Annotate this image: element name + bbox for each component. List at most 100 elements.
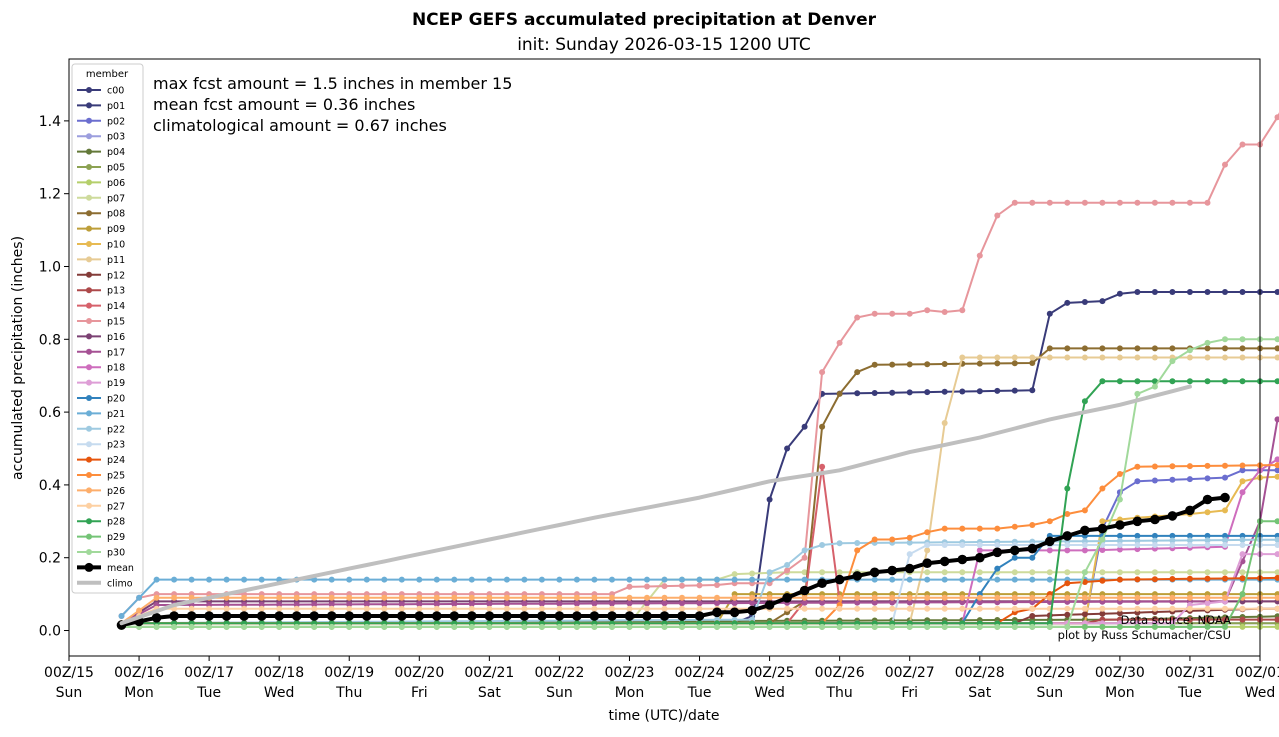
data-point [1047, 311, 1053, 317]
data-point [1205, 345, 1211, 351]
data-point [1240, 624, 1246, 630]
data-point [1222, 162, 1228, 168]
data-point [1187, 606, 1193, 612]
data-point [574, 595, 580, 601]
data-point [556, 606, 562, 612]
data-point [1134, 569, 1140, 575]
data-point [784, 568, 790, 574]
data-point [1012, 606, 1018, 612]
data-point [1134, 289, 1140, 295]
data-point [451, 606, 457, 612]
data-point [1222, 606, 1228, 612]
x-axis-label: time (UTC)/date [608, 708, 719, 724]
legend-label: p07 [107, 193, 125, 204]
data-point [765, 600, 775, 610]
data-point [241, 595, 247, 601]
data-point [399, 624, 405, 630]
data-point [1169, 289, 1175, 295]
data-point [837, 595, 843, 601]
legend-swatch-marker [86, 487, 92, 493]
legend-swatch-marker [86, 503, 92, 509]
legend-swatch-marker [86, 380, 92, 386]
data-point [1205, 509, 1211, 515]
data-point [276, 606, 282, 612]
data-point [1152, 569, 1158, 575]
data-point [1205, 200, 1211, 206]
data-point [239, 611, 249, 621]
data-point [241, 624, 247, 630]
data-point [1099, 569, 1105, 575]
series-line-p01 [122, 292, 1279, 623]
x-tick-date: 00Z/29 [1025, 665, 1075, 681]
data-point [695, 611, 705, 621]
data-point [732, 600, 738, 606]
y-tick-label: 0.8 [39, 332, 61, 348]
data-point [907, 361, 913, 367]
data-point [1064, 486, 1070, 492]
data-point [1222, 475, 1228, 481]
data-point [747, 606, 757, 616]
y-tick-label: 1.4 [39, 114, 61, 130]
data-point [627, 584, 633, 590]
data-point [1187, 200, 1193, 206]
legend-label: p17 [107, 347, 125, 358]
data-point [819, 464, 825, 470]
data-point [486, 606, 492, 612]
data-point [662, 595, 668, 601]
data-point [1169, 542, 1175, 548]
data-point [749, 571, 755, 577]
data-point [364, 624, 370, 630]
data-point [1152, 289, 1158, 295]
data-point [749, 577, 755, 583]
legend-swatch-marker [86, 410, 92, 416]
data-point [1029, 355, 1035, 361]
data-point [381, 577, 387, 583]
data-point [942, 361, 948, 367]
data-point [1028, 544, 1038, 554]
data-point [1064, 580, 1070, 586]
y-tick-label: 1.2 [39, 187, 61, 203]
legend-title: member [86, 69, 129, 80]
legend-swatch-marker [86, 118, 92, 124]
data-point [1082, 611, 1088, 617]
data-point [504, 624, 510, 630]
data-point [977, 606, 983, 612]
data-point [994, 542, 1000, 548]
legend-swatch-marker [86, 333, 92, 339]
legend-label: p25 [107, 471, 125, 482]
data-point [609, 595, 615, 601]
data-point [1240, 542, 1246, 548]
data-point [311, 624, 317, 630]
y-axis-label: accumulated precipitation (inches) [10, 236, 26, 480]
data-point [1012, 200, 1018, 206]
data-point [1222, 378, 1228, 384]
x-tick-date: 00Z/18 [254, 665, 304, 681]
data-point [152, 613, 162, 623]
data-point [679, 595, 685, 601]
data-point [1222, 289, 1228, 295]
legend-swatch-marker [86, 195, 92, 201]
data-point [1169, 200, 1175, 206]
data-point [1099, 355, 1105, 361]
legend-swatch-marker [85, 563, 94, 572]
data-point [802, 624, 808, 630]
data-point [329, 595, 335, 601]
data-point [994, 360, 1000, 366]
data-point [1187, 289, 1193, 295]
data-point [1240, 489, 1246, 495]
data-point [977, 388, 983, 394]
legend-swatch-marker [86, 272, 92, 278]
data-point [1029, 522, 1035, 528]
data-point [1187, 347, 1193, 353]
data-point [749, 595, 755, 601]
data-point [977, 577, 983, 583]
data-point [1222, 576, 1228, 582]
data-point [889, 606, 895, 612]
data-point [732, 624, 738, 630]
x-tick-date: 00Z/15 [44, 665, 94, 681]
data-point [1275, 336, 1279, 342]
data-point [434, 606, 440, 612]
data-point [784, 606, 790, 612]
data-point [591, 606, 597, 612]
data-point [1187, 595, 1193, 601]
